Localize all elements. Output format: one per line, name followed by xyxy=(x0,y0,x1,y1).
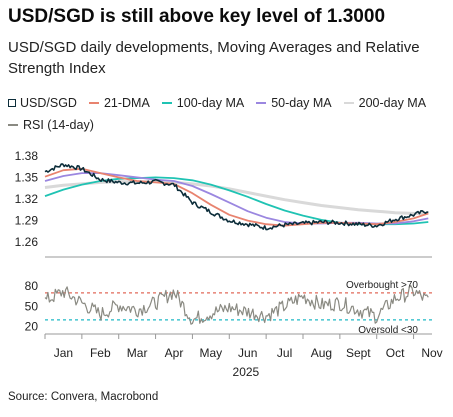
y-tick-label: 80 xyxy=(25,279,39,293)
chart-subtitle: USD/SGD daily developments, Moving Avera… xyxy=(8,39,420,77)
series-line-dma200 xyxy=(44,180,429,215)
legend-21dma: 21-DMA xyxy=(88,96,150,110)
legend-50dma-swatch xyxy=(256,101,267,105)
series-rsi xyxy=(44,284,429,325)
legend-rsi-label: RSI (14-day) xyxy=(23,118,94,132)
x-tick-label: Nov xyxy=(421,346,442,360)
legend-200dma: 200-day MA xyxy=(343,96,427,110)
series-line-usdsgd xyxy=(44,163,429,231)
y-tick-label: 1.32 xyxy=(15,192,39,206)
x-tick-label: Aug xyxy=(311,346,332,360)
x-tick-label: Jun xyxy=(238,346,257,360)
legend-rsi-swatch xyxy=(8,123,18,127)
series-line-rsi xyxy=(44,284,429,325)
legend-100dma-swatch xyxy=(161,101,172,105)
y-tick-label: 50 xyxy=(25,299,39,313)
series-line-dma21 xyxy=(44,167,429,227)
y-tick-label: 1.29 xyxy=(15,214,39,228)
legend-21dma-label: 21-DMA xyxy=(103,96,150,110)
candlestick-icon xyxy=(8,99,16,107)
legend-usdsgd-label: USD/SGD xyxy=(20,96,77,110)
x-tick-label: Jan xyxy=(54,346,73,360)
legend-usdsgd: USD/SGD xyxy=(8,96,77,110)
x-tick-label: Mar xyxy=(127,346,148,360)
x-tick-label: Apr xyxy=(165,346,184,360)
series-dma21 xyxy=(44,167,429,227)
legend-200dma-swatch xyxy=(343,101,354,105)
series-usdsgd xyxy=(44,163,429,231)
y-tick-label: 20 xyxy=(25,320,39,334)
legend-100dma: 100-day MA xyxy=(161,96,245,110)
source-note: Source: Convera, Macrobond xyxy=(8,391,159,403)
x-tick-label: Jul xyxy=(277,346,292,360)
legend: USD/SGD 21-DMA 100-day MA 50-day MA 200-… xyxy=(8,92,453,136)
x-tick-label: May xyxy=(200,346,223,360)
legend-row-2: RSI (14-day) xyxy=(8,114,453,136)
y-tick-label: 1.38 xyxy=(15,149,39,163)
x-tick-label: Sept xyxy=(346,346,371,360)
reference-label-overbought: Overbought >70 xyxy=(346,280,418,291)
x-tick-label: Oct xyxy=(386,346,405,360)
series-dma200 xyxy=(44,180,429,215)
x-axis-year: 2025 xyxy=(233,365,260,379)
legend-row-1: USD/SGD 21-DMA 100-day MA 50-day MA 200-… xyxy=(8,92,453,114)
legend-100dma-label: 100-day MA xyxy=(176,96,245,110)
legend-50dma-label: 50-day MA xyxy=(271,96,332,110)
legend-200dma-label: 200-day MA xyxy=(358,96,427,110)
x-tick-label: Feb xyxy=(90,346,111,360)
legend-21dma-swatch xyxy=(88,101,99,105)
y-tick-label: 1.26 xyxy=(15,235,39,249)
y-tick-label: 1.35 xyxy=(15,170,39,184)
chart-title: USD/SGD is still above key level of 1.30… xyxy=(8,6,386,27)
legend-rsi: RSI (14-day) xyxy=(8,118,94,132)
reference-label-oversold: Oversold <30 xyxy=(358,325,418,336)
legend-50dma: 50-day MA xyxy=(256,96,332,110)
